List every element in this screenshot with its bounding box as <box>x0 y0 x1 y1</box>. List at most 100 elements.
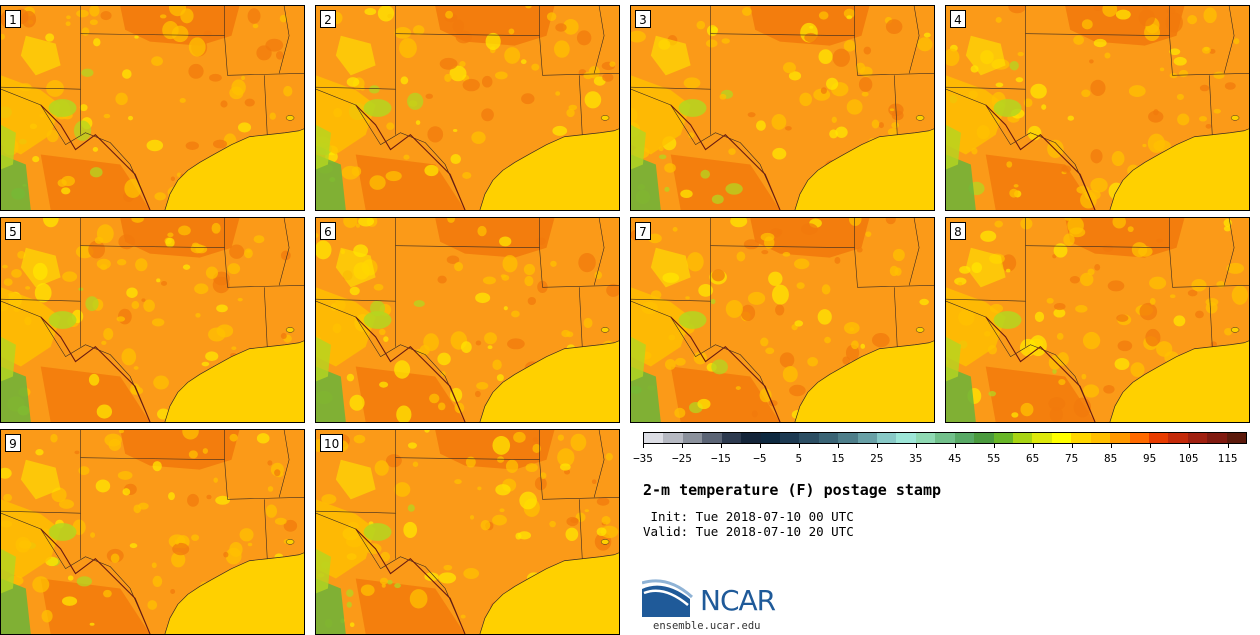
member-panel-1: 1 <box>0 5 305 211</box>
member-panel-3: 3 <box>630 5 935 211</box>
colorbar-cell <box>1110 433 1130 443</box>
colorbar-cell <box>935 433 955 443</box>
figure-title: 2-m temperature (F) postage stamp <box>643 481 942 499</box>
colorbar-cell <box>877 433 897 443</box>
colorbar-tick-label: 45 <box>948 452 962 465</box>
colorbar-cell <box>818 433 839 443</box>
logo-wordmark: NCAR <box>700 584 776 617</box>
colorbar-cell <box>741 433 761 443</box>
member-panel-7: 7 <box>630 217 935 423</box>
colorbar-cell <box>993 433 1014 443</box>
colorbar-tick-labels: −35 −25 −15 −5 5 15 25 35 45 55 65 75 85 95 105 115 <box>633 444 1247 465</box>
colorbar-cell <box>1090 433 1111 443</box>
colorbar-cell <box>1226 433 1247 443</box>
colorbar-tick-label: −25 <box>672 452 692 465</box>
colorbar-cell <box>896 433 916 443</box>
colorbar-cell <box>682 433 703 443</box>
colorbar-cell <box>760 433 780 443</box>
colorbar-tick-label: 75 <box>1065 452 1079 465</box>
temperature-map-1 <box>1 6 304 210</box>
colorbar-cell <box>1071 433 1091 443</box>
colorbar-tick <box>798 444 800 448</box>
panel-number-label: 6 <box>320 222 336 240</box>
colorbar-tick <box>759 444 761 448</box>
colorbar-tick-label: 35 <box>909 452 923 465</box>
colorbar-cell <box>1129 433 1149 443</box>
colorbar-cell <box>644 433 664 443</box>
colorbar-tick-label: −35 <box>633 452 653 465</box>
panel-number-label: 3 <box>635 10 651 28</box>
colorbar-cell <box>702 433 722 443</box>
colorbar-tick <box>643 444 644 448</box>
colorbar-tick <box>1032 444 1034 448</box>
colorbar-tick <box>1227 444 1229 448</box>
colorbar-tick <box>837 444 839 448</box>
colorbar-tick <box>1188 444 1190 448</box>
colorbar-tick <box>720 444 722 448</box>
colorbar-cell <box>857 433 878 443</box>
panel-number-label: 9 <box>5 434 21 452</box>
member-panel-10: 10 <box>315 429 620 635</box>
panel-number-label: 2 <box>320 10 336 28</box>
colorbar-tick <box>681 444 683 448</box>
temperature-map-10 <box>316 430 619 634</box>
colorbar-cell <box>799 433 819 443</box>
colorbar-tick <box>876 444 878 448</box>
panel-number-label: 4 <box>950 10 966 28</box>
colorbar-cell <box>954 433 975 443</box>
member-panel-9: 9 <box>0 429 305 635</box>
colorbar-tick-label: −5 <box>753 452 767 465</box>
colorbar-tick-label: −15 <box>710 452 731 465</box>
colorbar-cell <box>1013 433 1033 443</box>
colorbar-tick-label: 5 <box>795 452 803 465</box>
colorbar-tick <box>993 444 995 448</box>
member-panel-2: 2 <box>315 5 620 211</box>
panel-number-label: 7 <box>635 222 651 240</box>
colorbar-tick-label: 115 <box>1217 452 1238 465</box>
colorbar-tick-label: 85 <box>1103 452 1118 465</box>
temperature-map-9 <box>1 430 304 634</box>
temperature-map-2 <box>316 6 619 210</box>
member-panel-6: 6 <box>315 217 620 423</box>
colorbar-cell <box>1148 433 1169 443</box>
ncar-logo-icon <box>642 579 694 617</box>
colorbar-cell <box>1168 433 1188 443</box>
temperature-map-8 <box>946 218 1249 422</box>
colorbar-cell <box>779 433 800 443</box>
colorbar-cell <box>974 433 994 443</box>
colorbar-cell <box>1187 433 1208 443</box>
colorbar-cell <box>721 433 742 443</box>
colorbar-cell <box>663 433 683 443</box>
panel-number-label: 5 <box>5 222 21 240</box>
colorbar-cell <box>838 433 858 443</box>
member-panel-8: 8 <box>945 217 1250 423</box>
valid-time: Valid: Tue 2018-07-10 20 UTC <box>643 524 854 539</box>
colorbar-tick-label: 95 <box>1142 452 1157 465</box>
colorbar-tick <box>1149 444 1151 448</box>
temperature-map-3 <box>631 6 934 210</box>
colorbar-tick <box>1110 444 1112 448</box>
colorbar-tick-label: 25 <box>870 452 884 465</box>
panel-number-label: 10 <box>320 434 344 452</box>
panel-number-label: 8 <box>950 222 966 240</box>
temperature-map-5 <box>1 218 304 422</box>
temperature-map-6 <box>316 218 619 422</box>
panel-number-label: 1 <box>5 10 21 28</box>
member-panel-4: 4 <box>945 5 1250 211</box>
colorbar-tick-label: 15 <box>831 452 845 465</box>
colorbar-tick-label: 65 <box>1026 452 1040 465</box>
member-panel-5: 5 <box>0 217 305 423</box>
colorbar-tick-label: 105 <box>1178 452 1199 465</box>
colorbar-cell <box>1207 433 1227 443</box>
temperature-map-7 <box>631 218 934 422</box>
colorbar-cell <box>1032 433 1052 443</box>
colorbar-tick <box>915 444 917 448</box>
colorbar-tick-label: 55 <box>987 452 1001 465</box>
init-time: Init: Tue 2018-07-10 00 UTC <box>643 509 854 524</box>
colorbar-tick <box>1071 444 1073 448</box>
colorbar-tick <box>954 444 956 448</box>
logo-url: ensemble.ucar.edu <box>653 620 761 632</box>
temperature-map-4 <box>946 6 1249 210</box>
temperature-colorbar <box>643 432 1247 444</box>
colorbar-cell <box>915 433 936 443</box>
